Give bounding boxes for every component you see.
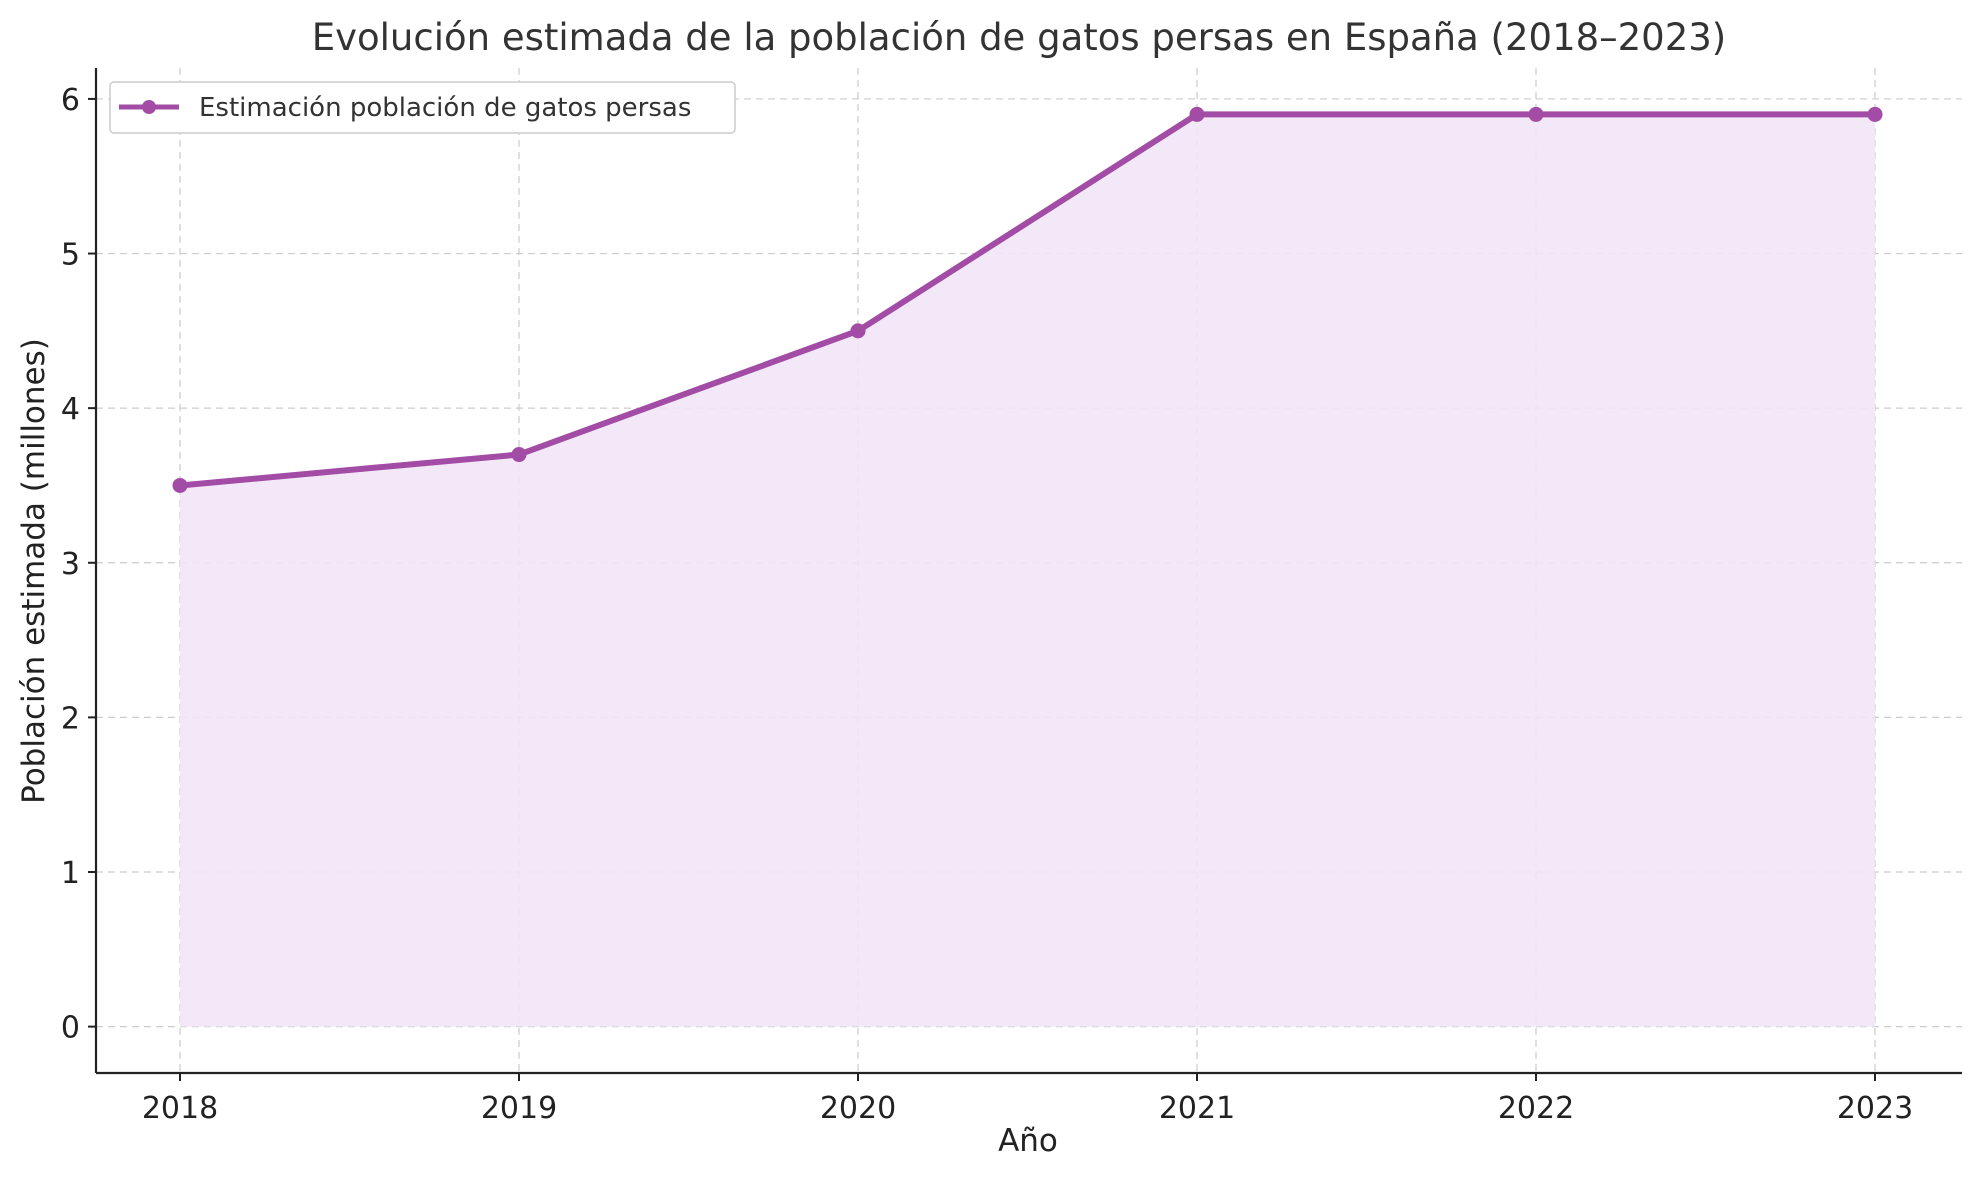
x-tick-label: 2019 xyxy=(481,1091,557,1126)
series-area-fill xyxy=(180,114,1875,1027)
x-tick-label: 2020 xyxy=(820,1091,896,1126)
y-tick-label: 2 xyxy=(61,701,80,736)
x-tick-label: 2023 xyxy=(1837,1091,1913,1126)
legend-box xyxy=(109,81,736,134)
data-point xyxy=(850,323,866,339)
data-point xyxy=(511,447,527,463)
x-tick-label: 2021 xyxy=(1159,1091,1235,1126)
data-point xyxy=(1189,106,1205,122)
x-tick-labels: 2018 2019 2020 2021 2022 2023 xyxy=(142,1091,1913,1126)
x-axis-label: Año xyxy=(998,1123,1058,1159)
legend: Estimación población de gatos persas xyxy=(109,81,736,134)
data-point xyxy=(172,477,188,493)
y-tick-label: 3 xyxy=(61,547,80,582)
y-tick-label: 0 xyxy=(61,1011,80,1046)
y-tick-label: 5 xyxy=(61,238,80,273)
series-line-layer xyxy=(177,111,1878,489)
area-fill-layer xyxy=(180,114,1875,1027)
chart-title: Evolución estimada de la población de ga… xyxy=(312,16,1727,59)
y-axis-label: Población estimada (millones) xyxy=(16,338,52,804)
series-line xyxy=(177,111,1878,489)
y-tick-label: 6 xyxy=(61,83,80,118)
x-tick-label: 2022 xyxy=(1498,1091,1574,1126)
axes xyxy=(88,68,1962,1081)
legend-marker-swatch xyxy=(142,100,156,114)
y-tick-label: 4 xyxy=(61,392,80,427)
x-tick-label: 2018 xyxy=(142,1091,218,1126)
data-point xyxy=(1867,106,1883,122)
legend-entry-label: Estimación población de gatos persas xyxy=(199,93,691,123)
data-points-layer xyxy=(172,106,1883,493)
data-point xyxy=(1528,106,1544,122)
y-tick-label: 1 xyxy=(61,856,80,891)
y-tick-labels: 0 1 2 3 4 5 6 xyxy=(61,83,80,1046)
